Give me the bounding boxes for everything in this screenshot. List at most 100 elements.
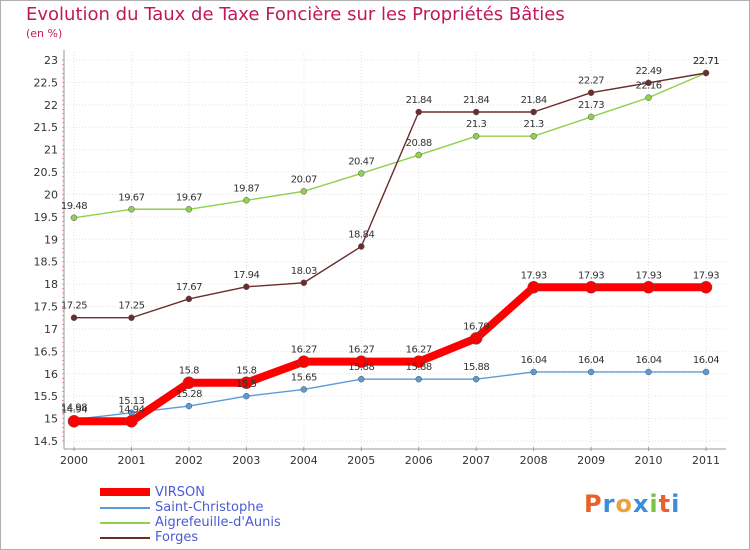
- chart-title: Evolution du Taux de Taxe Foncière sur l…: [26, 4, 565, 25]
- data-point-aigrefeuille-d-aunis: [70, 214, 78, 222]
- data-label-forges: 18.03: [291, 266, 317, 277]
- y-tick-label: 20: [44, 188, 58, 201]
- x-tick-label: 2003: [232, 454, 260, 467]
- legend-item-saint-christophe: Saint-Christophe: [100, 500, 330, 515]
- data-point-saint-christophe: [587, 368, 595, 376]
- x-tick-label: 2005: [347, 454, 375, 467]
- data-label-aigrefeuille-d-aunis: 19.67: [118, 192, 144, 203]
- data-label-forges: 22.71: [693, 56, 719, 67]
- data-point-forges: [702, 69, 710, 77]
- data-label-saint-christophe: 15.28: [176, 389, 202, 400]
- legend-label-aigrefeuille: Aigrefeuille-d'Aunis: [155, 515, 281, 530]
- data-point-virson: [355, 355, 368, 368]
- series-line-forges: [73, 72, 707, 319]
- y-tick-label: 17.5: [34, 301, 59, 314]
- x-tick-label: 2008: [520, 454, 548, 467]
- data-point-saint-christophe: [415, 375, 422, 383]
- x-tick-label: 2011: [692, 454, 720, 467]
- legend-label-virson: VIRSON: [155, 485, 205, 500]
- data-label-forges: 21.84: [406, 95, 432, 106]
- data-label-virson: 17.93: [693, 270, 719, 281]
- y-tick-label: 21: [44, 144, 58, 157]
- data-label-aigrefeuille-d-aunis: 22.16: [635, 81, 661, 92]
- legend-swatch-forges: [100, 537, 150, 539]
- y-tick-label: 23: [44, 54, 58, 67]
- data-point-saint-christophe: [358, 375, 365, 383]
- y-tick-label: 15: [44, 413, 58, 426]
- data-label-aigrefeuille-d-aunis: 22.71: [693, 56, 719, 67]
- data-point-virson: [699, 281, 713, 294]
- data-label-saint-christophe: 16.04: [693, 355, 719, 366]
- data-label-saint-christophe: 15.88: [463, 362, 489, 373]
- data-label-virson: 16.27: [348, 345, 374, 356]
- y-tick-label: 15.5: [34, 390, 59, 403]
- data-point-virson: [125, 415, 138, 428]
- data-point-aigrefeuille-d-aunis: [472, 132, 480, 140]
- data-point-forges: [415, 108, 422, 116]
- data-label-saint-christophe: 15.88: [348, 362, 374, 373]
- data-point-virson: [412, 355, 425, 368]
- data-label-forges: 21.84: [463, 95, 489, 106]
- data-label-forges: 22.27: [578, 76, 604, 87]
- data-label-forges: 22.49: [635, 66, 661, 77]
- series-line-virson: [70, 283, 710, 426]
- legend-label-forges: Forges: [155, 530, 199, 545]
- legend-label-saint-christophe: Saint-Christophe: [155, 500, 264, 515]
- legend: VIRSON Saint-Christophe Aigrefeuille-d'A…: [100, 485, 330, 545]
- data-point-virson: [469, 332, 483, 345]
- data-label-aigrefeuille-d-aunis: 19.48: [61, 201, 87, 212]
- data-label-forges: 17.67: [176, 282, 202, 293]
- y-tick-label: 14.5: [34, 435, 59, 448]
- data-label-aigrefeuille-d-aunis: 20.88: [406, 138, 432, 149]
- data-point-virson: [182, 376, 196, 389]
- data-label-virson: 16.27: [406, 345, 432, 356]
- logo-letter: o: [615, 490, 633, 518]
- logo-letter: i: [649, 490, 659, 518]
- data-point-aigrefeuille-d-aunis: [300, 188, 308, 195]
- x-tick-label: 2010: [635, 454, 663, 467]
- data-point-saint-christophe: [300, 386, 308, 393]
- x-tick-label: 2004: [290, 454, 318, 467]
- logo-letter: i: [671, 490, 681, 518]
- data-label-forges: 17.25: [118, 301, 144, 312]
- x-tick-label: 2001: [117, 454, 145, 467]
- x-tick-label: 2006: [405, 454, 433, 467]
- series-line-aigrefeuille-d-aunis: [73, 72, 707, 219]
- data-point-forges: [185, 295, 193, 303]
- legend-item-aigrefeuille: Aigrefeuille-d'Aunis: [100, 515, 330, 530]
- data-point-aigrefeuille-d-aunis: [243, 197, 250, 204]
- data-label-virson: 14.94: [118, 404, 144, 415]
- chart-subtitle: (en %): [26, 27, 63, 40]
- data-point-virson: [240, 376, 253, 389]
- data-label-saint-christophe: 15.13: [118, 396, 144, 407]
- data-label-virson: 17.93: [521, 270, 547, 281]
- data-point-virson: [67, 415, 81, 428]
- data-point-aigrefeuille-d-aunis: [358, 170, 365, 177]
- y-tick-label: 16.5: [34, 345, 59, 358]
- data-point-forges: [530, 108, 537, 116]
- data-point-forges: [472, 108, 480, 116]
- data-label-aigrefeuille-d-aunis: 19.87: [233, 183, 259, 194]
- data-label-virson: 15.8: [179, 366, 199, 377]
- data-point-forges: [645, 79, 652, 87]
- data-label-forges: 18.84: [348, 229, 374, 240]
- x-tick-label: 2009: [577, 454, 605, 467]
- data-label-saint-christophe: 16.04: [635, 355, 661, 366]
- data-point-saint-christophe: [530, 368, 537, 376]
- y-tick-label: 18: [44, 278, 58, 291]
- data-label-forges: 17.94: [233, 270, 259, 281]
- data-label-saint-christophe: 16.04: [578, 355, 604, 366]
- data-point-saint-christophe: [185, 402, 193, 410]
- y-tick-label: 18.5: [34, 256, 59, 269]
- legend-item-forges: Forges: [100, 530, 330, 545]
- data-label-aigrefeuille-d-aunis: 20.07: [291, 174, 317, 185]
- data-label-aigrefeuille-d-aunis: 21.73: [578, 100, 604, 111]
- legend-swatch-saint-christophe: [100, 507, 150, 509]
- legend-item-virson: VIRSON: [100, 485, 330, 500]
- data-point-forges: [128, 314, 135, 321]
- y-tick-label: 20.5: [34, 166, 59, 179]
- data-point-forges: [587, 89, 595, 96]
- x-tick-label: 2002: [175, 454, 203, 467]
- y-tick-label: 21.5: [34, 121, 59, 134]
